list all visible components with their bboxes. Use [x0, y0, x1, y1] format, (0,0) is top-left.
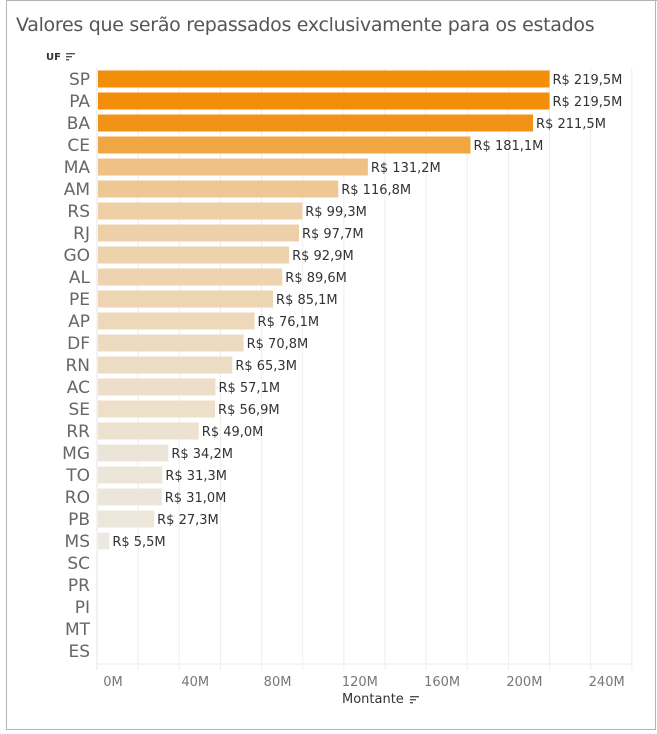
x-tick-label: 80M	[264, 675, 292, 690]
frame-top-border	[6, 0, 657, 1]
x-tick-label: 160M	[424, 675, 460, 690]
bar-SP[interactable]	[98, 70, 550, 88]
category-label: PE	[69, 290, 90, 310]
category-label: PA	[69, 92, 90, 112]
bar-AM[interactable]	[98, 180, 339, 198]
data-label: R$ 85,1M	[276, 293, 338, 308]
bar-DF[interactable]	[98, 334, 244, 352]
category-label: ES	[68, 642, 90, 662]
data-label: R$ 211,5M	[536, 117, 606, 132]
bar-BA[interactable]	[98, 114, 534, 132]
bar-MA[interactable]	[98, 158, 368, 176]
category-label: MG	[62, 444, 90, 464]
bar-RS[interactable]	[98, 202, 303, 220]
category-label: MA	[64, 158, 91, 178]
category-label: PR	[68, 576, 90, 596]
category-label: GO	[63, 246, 90, 266]
data-label: R$ 219,5M	[553, 95, 623, 110]
data-label: R$ 70,8M	[247, 337, 309, 352]
chart-frame	[6, 0, 656, 730]
category-label: AM	[64, 180, 90, 200]
x-tick-label: 0M	[103, 675, 123, 690]
data-label: R$ 92,9M	[292, 249, 354, 264]
category-label: MS	[65, 532, 90, 552]
sort-icon[interactable]	[66, 53, 76, 61]
category-label: AP	[68, 312, 90, 332]
category-label: DF	[67, 334, 90, 354]
category-label: BA	[67, 114, 91, 134]
bar-AP[interactable]	[98, 312, 255, 330]
data-label: R$ 116,8M	[341, 183, 411, 198]
bar-RN[interactable]	[98, 356, 233, 374]
data-label: R$ 89,6M	[285, 271, 347, 286]
bar-RO[interactable]	[98, 488, 162, 506]
category-label: CE	[67, 136, 90, 156]
data-label: R$ 99,3M	[305, 205, 367, 220]
data-label: R$ 76,1M	[258, 315, 320, 330]
bar-PE[interactable]	[98, 290, 274, 308]
category-label: AC	[67, 378, 90, 398]
data-label: R$ 181,1M	[474, 139, 544, 154]
row-header[interactable]: UF	[46, 52, 76, 63]
category-label: AL	[69, 268, 91, 288]
category-label: RN	[65, 356, 90, 376]
category-label: RS	[67, 202, 90, 222]
category-label: SP	[69, 70, 90, 90]
bar-PB[interactable]	[98, 510, 155, 528]
x-tick-label: 40M	[181, 675, 209, 690]
data-label: R$ 31,3M	[165, 469, 227, 484]
category-label: SE	[68, 400, 90, 420]
category-label: PB	[68, 510, 90, 530]
x-tick-label: 240M	[589, 675, 625, 690]
bar-RJ[interactable]	[98, 224, 299, 242]
bar-AL[interactable]	[98, 268, 283, 286]
bar-GO[interactable]	[98, 246, 290, 264]
category-label: TO	[65, 466, 90, 486]
data-label: R$ 57,1M	[218, 381, 280, 396]
data-label: R$ 27,3M	[157, 513, 219, 528]
chart-title: Valores que serão repassados exclusivame…	[16, 14, 595, 36]
bar-TO[interactable]	[98, 466, 163, 484]
data-label: R$ 5,5M	[112, 535, 165, 550]
data-label: R$ 31,0M	[165, 491, 227, 506]
data-label: R$ 97,7M	[302, 227, 364, 242]
bar-SE[interactable]	[98, 400, 216, 418]
bar-PA[interactable]	[98, 92, 550, 110]
bar-MS[interactable]	[98, 532, 110, 550]
x-tick-label: 120M	[342, 675, 378, 690]
data-label: R$ 131,2M	[371, 161, 441, 176]
category-label: RO	[65, 488, 90, 508]
data-label: R$ 56,9M	[218, 403, 280, 418]
bar-MG[interactable]	[98, 444, 169, 462]
row-header-label: UF	[46, 52, 61, 63]
x-axis-title-label: Montante	[342, 692, 404, 707]
sort-icon[interactable]	[409, 695, 419, 704]
x-tick-label: 200M	[506, 675, 542, 690]
category-label: RR	[66, 422, 90, 442]
category-label: RJ	[73, 224, 90, 244]
data-label: R$ 219,5M	[553, 73, 623, 88]
bar-CE[interactable]	[98, 136, 471, 154]
category-label: SC	[67, 554, 90, 574]
x-axis-title[interactable]: Montante	[342, 692, 419, 707]
bar-RR[interactable]	[98, 422, 199, 440]
data-label: R$ 49,0M	[202, 425, 264, 440]
bar-AC[interactable]	[98, 378, 216, 396]
category-label: PI	[75, 598, 90, 618]
data-label: R$ 65,3M	[235, 359, 297, 374]
data-label: R$ 34,2M	[171, 447, 233, 462]
category-label: MT	[65, 620, 91, 640]
